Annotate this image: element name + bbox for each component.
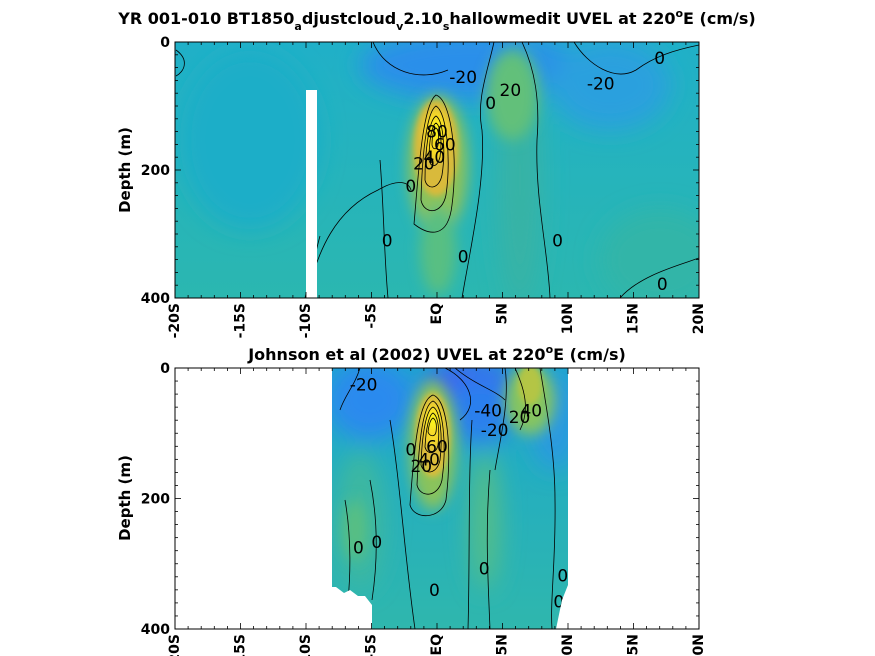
y-tick-label: 0 (160, 35, 170, 51)
panel-2: Johnson et al (2002) UVEL at 220oE (cm/s… (116, 343, 707, 656)
contour-label: 0 (654, 49, 665, 69)
x-tick-label: -10S (298, 634, 314, 656)
panel-2-y-tick-labels: 0 200 400 (141, 361, 170, 638)
y-tick-label: 400 (141, 622, 170, 638)
x-tick-label: 5N (495, 303, 511, 324)
panel-1-y-axis-label: Depth (m) (116, 127, 134, 213)
contour-label: -20 (481, 421, 509, 441)
contour-label: 0 (557, 566, 568, 586)
contour-label: 0 (553, 593, 564, 613)
contour-label: 80 (426, 123, 448, 143)
contour-label: 60 (434, 135, 456, 155)
x-tick-label: -15S (233, 303, 249, 338)
x-tick-label: -20S (167, 634, 183, 656)
contour-label: 20 (410, 457, 432, 477)
y-tick-label: 400 (141, 291, 170, 307)
panel-2-ticks (174, 367, 700, 630)
contour-label: 0 (429, 581, 440, 601)
contour-label: 0 (458, 247, 469, 267)
contour-label: 20 (500, 81, 522, 101)
panel-2-x-tick-labels: -20S -15S -10S -5S EQ 5N 10N 15N 20N (167, 634, 707, 656)
contour-label: 0 (371, 533, 382, 553)
x-tick-label: -5S (364, 303, 380, 329)
panel-1: YR 001-010 BT1850adjustcloudv2.10shallow… (116, 7, 756, 338)
contour-label: 0 (405, 441, 416, 461)
x-tick-label: EQ (429, 303, 445, 325)
contour-label: -20 (587, 75, 615, 95)
x-tick-label: 20N (691, 634, 707, 656)
contour-label: 0 (479, 559, 490, 579)
contour-label: 0 (552, 231, 563, 251)
contour-label: 0 (485, 94, 496, 114)
contour-label: 20 (509, 408, 531, 428)
x-tick-label: -15S (233, 634, 249, 656)
contour-label: 0 (382, 231, 393, 251)
panel-1-y-tick-labels: 0 200 400 (141, 35, 170, 307)
contour-label: 40 (520, 401, 542, 421)
panel-1-title: YR 001-010 BT1850adjustcloudv2.10shallow… (117, 7, 755, 33)
contour-label: 40 (424, 148, 446, 168)
x-tick-label: 15N (626, 634, 642, 656)
panel-1-x-tick-labels: -20S -15S -10S -5S EQ 5N 10N 15N 20N (167, 303, 707, 338)
y-tick-label: 200 (141, 492, 170, 508)
x-tick-label: EQ (429, 634, 445, 656)
contour-label: 0 (353, 538, 364, 558)
y-tick-label: 200 (141, 163, 170, 179)
contour-label: -20 (449, 68, 477, 88)
x-tick-label: -10S (298, 303, 314, 338)
x-tick-label: 10N (560, 303, 576, 334)
contour-label: -40 (474, 401, 502, 421)
contour-label: 40 (418, 450, 440, 470)
contour-label: 60 (426, 437, 448, 457)
contour-label: 0 (405, 177, 416, 197)
x-tick-label: 5N (495, 634, 511, 655)
panel-2-y-axis-label: Depth (m) (116, 455, 134, 541)
panel-1-ticks (174, 41, 700, 299)
x-tick-label: -20S (167, 303, 183, 338)
missing-data-strip (306, 90, 317, 298)
y-tick-label: 0 (160, 361, 170, 377)
x-tick-label: 20N (691, 303, 707, 334)
contour-label: 0 (657, 275, 668, 295)
panel-2-title: Johnson et al (2002) UVEL at 220oE (cm/s… (247, 343, 626, 364)
x-tick-label: 10N (560, 634, 576, 656)
x-tick-label: 15N (626, 303, 642, 334)
x-tick-label: -5S (364, 634, 380, 656)
contour-label: 20 (413, 155, 435, 175)
contour-label: -20 (350, 375, 378, 395)
